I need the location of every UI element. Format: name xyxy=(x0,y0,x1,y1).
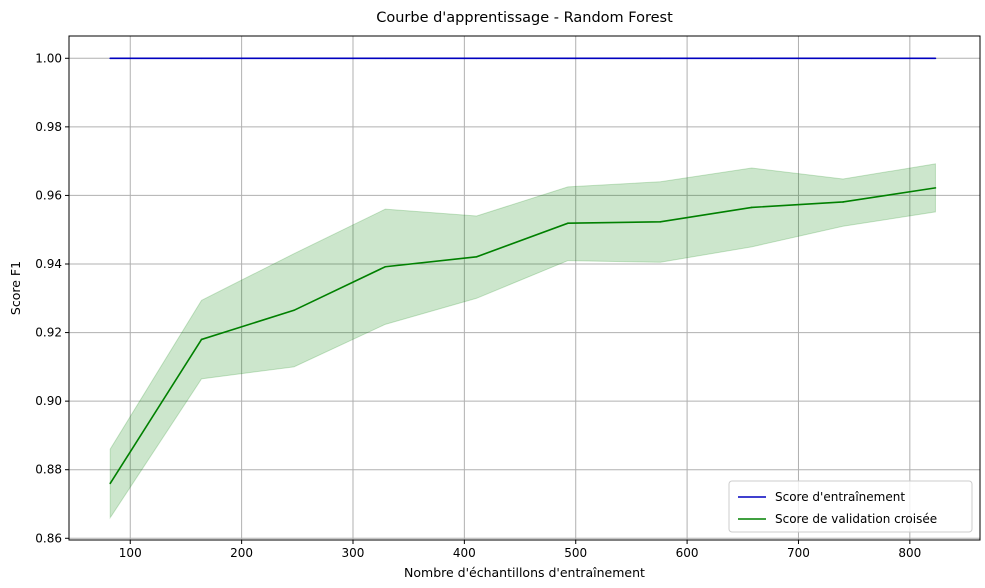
data-point xyxy=(475,57,478,60)
chart-title: Courbe d'apprentissage - Random Forest xyxy=(376,10,673,26)
y-tick-label: 0.86 xyxy=(35,531,62,545)
data-point xyxy=(934,187,937,189)
legend-label: Score de validation croisée xyxy=(775,512,937,526)
y-tick-label: 0.94 xyxy=(35,257,62,271)
legend-label: Score d'entraînement xyxy=(775,490,905,504)
data-point xyxy=(384,57,387,60)
data-point xyxy=(750,57,753,60)
x-tick-label: 200 xyxy=(230,546,253,560)
series-lines xyxy=(109,57,937,485)
x-tick-label: 700 xyxy=(787,546,810,560)
data-point xyxy=(293,309,295,312)
data-point xyxy=(109,482,112,485)
grid xyxy=(69,36,980,540)
data-point xyxy=(750,206,753,209)
data-point xyxy=(567,222,569,224)
x-tick-label: 100 xyxy=(119,546,142,560)
x-axis-title: Nombre d'échantillons d'entraînement xyxy=(404,565,645,580)
x-tick-label: 600 xyxy=(676,546,699,560)
data-point xyxy=(200,57,203,60)
y-tick-label: 0.92 xyxy=(35,326,62,340)
axis-ticks: 100 200 300 400 500 600 700 800 0.86 0.88 0.90 0.92… xyxy=(35,51,921,560)
plot-frame xyxy=(68,35,981,541)
legend-box xyxy=(728,480,973,533)
data-point xyxy=(659,221,662,223)
data-point xyxy=(384,265,387,268)
data-point xyxy=(475,255,478,258)
data-point xyxy=(109,57,112,60)
series-line xyxy=(109,187,936,484)
x-tick-label: 400 xyxy=(453,546,476,560)
confidence-band xyxy=(109,163,936,520)
x-tick-label: 300 xyxy=(342,546,365,560)
confidence-bands xyxy=(109,163,936,520)
data-point xyxy=(842,201,844,203)
data-point xyxy=(567,57,569,60)
data-point xyxy=(293,57,295,60)
y-tick-label: 0.96 xyxy=(35,188,62,202)
y-tick-label: 0.88 xyxy=(35,463,62,477)
x-tick-label: 500 xyxy=(564,546,587,560)
data-point xyxy=(200,338,203,341)
y-axis-title: Score F1 xyxy=(8,261,23,315)
y-tick-label: 0.98 xyxy=(35,120,62,134)
data-point xyxy=(659,57,662,60)
y-tick-label: 0.90 xyxy=(35,394,62,408)
x-tick-label: 800 xyxy=(898,546,921,560)
data-point xyxy=(934,57,937,60)
data-point xyxy=(842,57,844,60)
legend: Score d'entraînement Score de validation … xyxy=(728,480,973,533)
y-tick-label: 1.00 xyxy=(35,51,62,65)
